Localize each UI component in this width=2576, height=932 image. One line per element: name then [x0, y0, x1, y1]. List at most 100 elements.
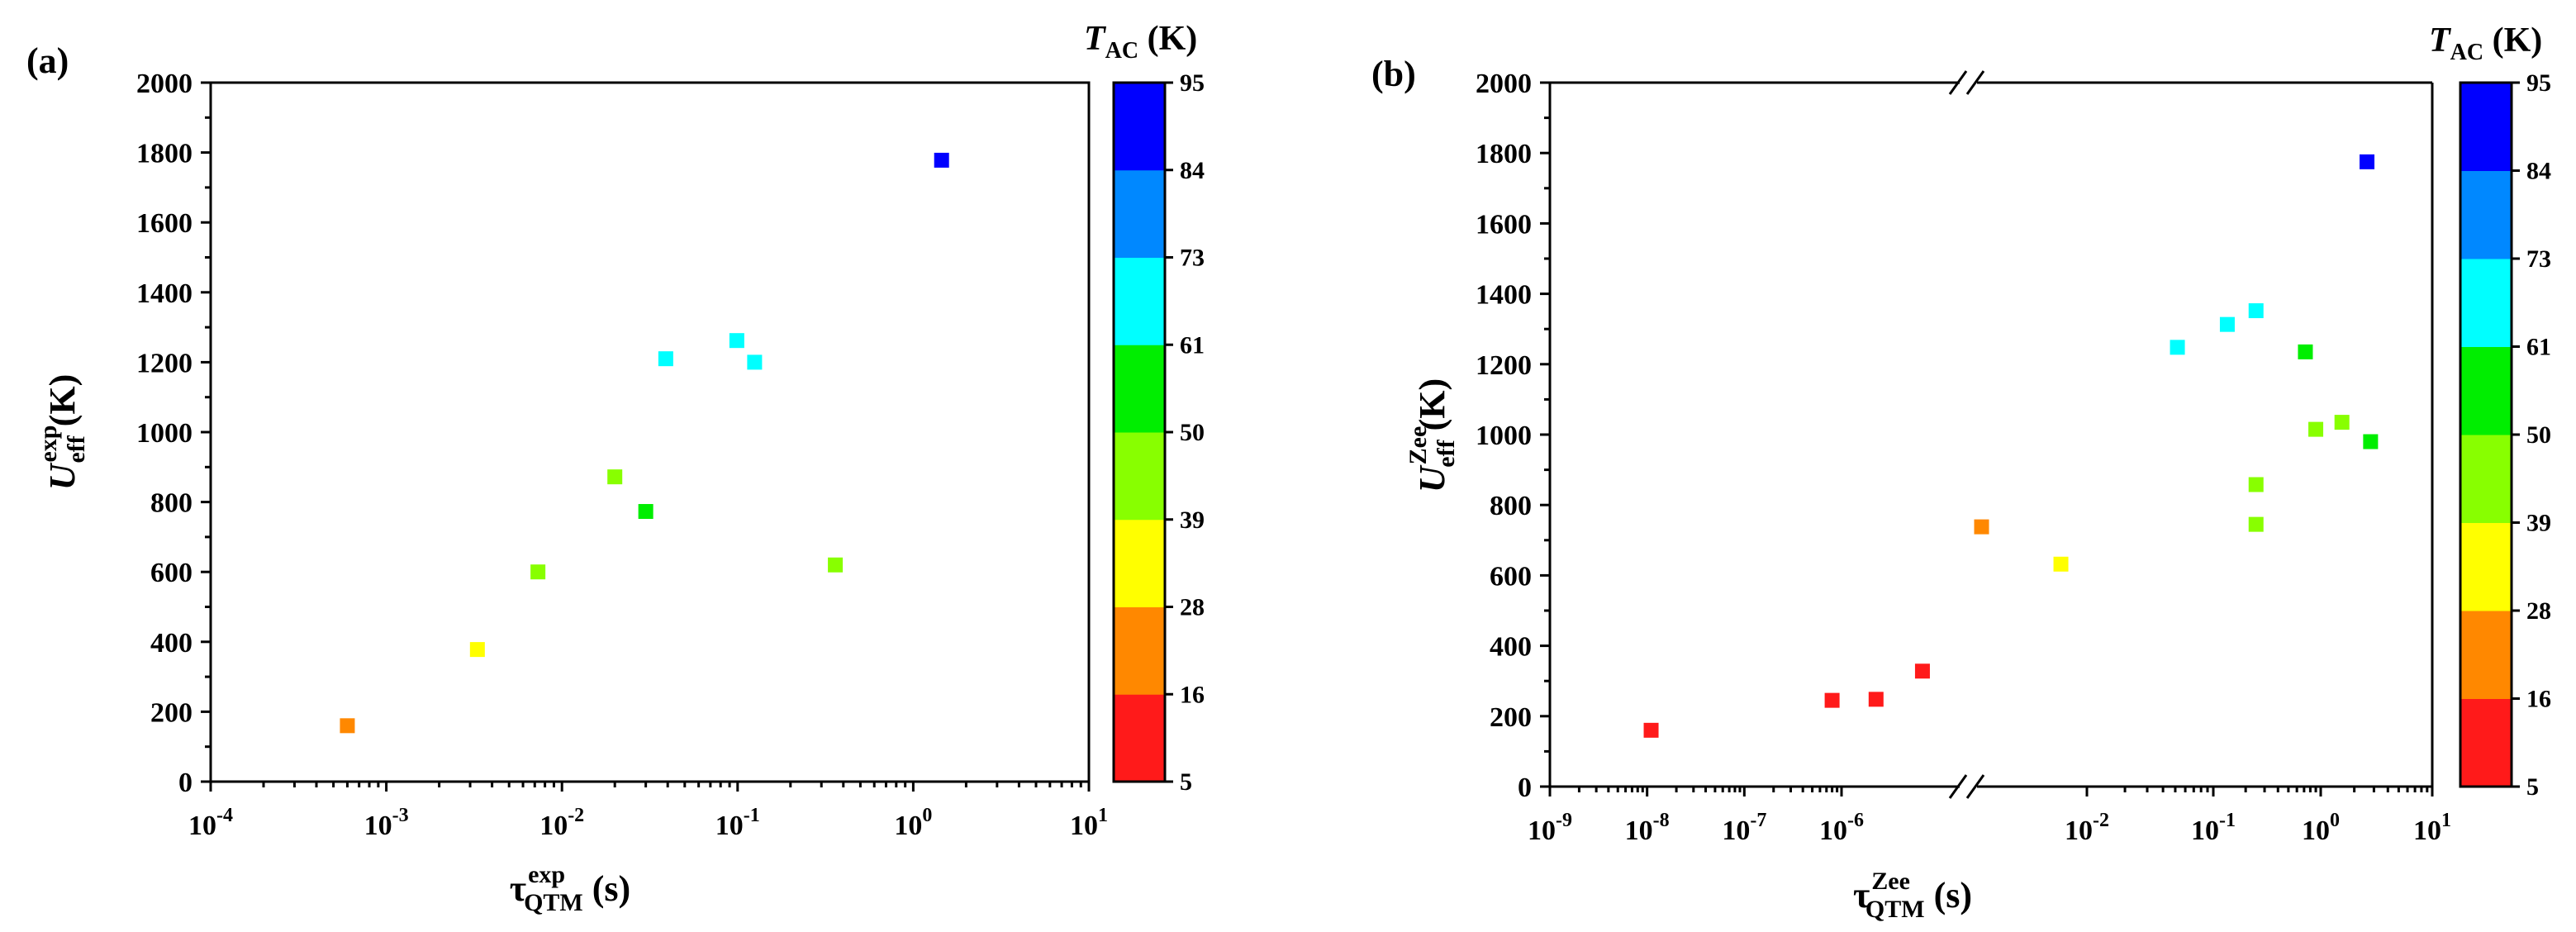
- data-point: [1914, 663, 1930, 679]
- data-point: [530, 564, 546, 580]
- data-point: [469, 642, 485, 658]
- data-point: [1824, 692, 1840, 708]
- colorbar-segment: [1114, 83, 1165, 171]
- x-tick-label: 10-4: [188, 805, 233, 841]
- axis-break-mark: [1948, 774, 1968, 799]
- data-point: [828, 557, 844, 573]
- colorbar-tick-label: 16: [1180, 681, 1205, 708]
- x-tick-label: 10-2: [539, 805, 584, 841]
- colorbar-title: TAC (K): [2429, 21, 2542, 65]
- colorbar-segment: [2460, 522, 2512, 611]
- x-axis-title: τexp QTM (s): [510, 861, 630, 916]
- colorbar-tick-label: 95: [1180, 69, 1205, 97]
- colorbar-segment: [1114, 345, 1165, 433]
- colorbar-tick-label: 50: [2526, 421, 2551, 449]
- data-point: [2298, 344, 2313, 359]
- y-tick-label: 200: [150, 697, 192, 728]
- x-axis-title: τZee QTM (s): [1853, 868, 1972, 923]
- colorbar-segment: [1114, 257, 1165, 345]
- x-tick-label: 10-7: [1722, 810, 1766, 846]
- y-tick-label: 1000: [1476, 421, 1532, 451]
- colorbar-segment: [2460, 170, 2512, 259]
- y-tick-label: 1600: [1476, 209, 1532, 240]
- axis-break-mark: [1965, 774, 1985, 799]
- colorbar-tick-label: 5: [2526, 773, 2539, 801]
- x-tick-label: 101: [2413, 810, 2451, 846]
- data-point: [2308, 421, 2324, 437]
- y-tick-label: 800: [150, 488, 192, 519]
- x-tick-label: 10-1: [2191, 810, 2236, 846]
- colorbar-tick-label: 84: [2526, 158, 2551, 185]
- data-point: [729, 333, 744, 349]
- y-tick-label: 200: [1490, 702, 1532, 733]
- colorbar-tick-label: 39: [2526, 510, 2551, 537]
- x-tick-label: 10-2: [2065, 810, 2109, 846]
- y-tick-label: 1800: [1476, 139, 1532, 169]
- plot-frame: [209, 81, 1091, 783]
- data-point: [1643, 722, 1659, 738]
- x-tick-label: 100: [894, 805, 932, 841]
- panel-label: (b): [1371, 54, 1416, 94]
- colorbar-segment: [2460, 611, 2512, 699]
- colorbar-tick-label: 50: [1180, 419, 1205, 446]
- data-point: [2053, 556, 2069, 572]
- data-point: [340, 718, 355, 734]
- x-tick-label: 10-6: [1819, 810, 1864, 846]
- data-point: [2219, 316, 2235, 332]
- y-tick-label: 2000: [1476, 69, 1532, 99]
- y-tick-label: 400: [1490, 632, 1532, 663]
- y-tick-label: 1000: [136, 418, 192, 449]
- colorbar-segment: [2460, 435, 2512, 523]
- colorbar-tick-label: 73: [1180, 245, 1205, 272]
- data-point: [747, 354, 763, 370]
- data-point: [2363, 434, 2379, 449]
- data-point: [658, 351, 673, 367]
- data-point: [1974, 519, 1989, 535]
- axis-break-mark: [1948, 70, 1968, 95]
- data-point: [2334, 415, 2350, 430]
- y-axis-title: Uexpeff (K): [35, 374, 90, 491]
- y-tick-label: 1200: [136, 348, 192, 378]
- colorbar-segment: [1114, 169, 1165, 258]
- panel-a: (a) 0 200 400 600 800 1000 1200 1400 1600 1800 2000…: [26, 20, 1205, 916]
- data-point: [2248, 303, 2264, 319]
- data-point: [2170, 340, 2185, 355]
- colorbar-segment: [1114, 432, 1165, 521]
- data-point: [2360, 154, 2375, 169]
- colorbar-tick-label: 28: [1180, 594, 1205, 621]
- y-tick-label: 1400: [1476, 280, 1532, 311]
- colorbar-tick-label: 84: [1180, 157, 1205, 184]
- y-tick-label: 600: [150, 558, 192, 588]
- data-point: [1868, 692, 1884, 707]
- y-tick-label: 1400: [136, 278, 192, 309]
- y-tick-label: 800: [1490, 491, 1532, 521]
- colorbar-tick-label: 28: [2526, 597, 2551, 625]
- colorbar-segment: [2460, 346, 2512, 435]
- colorbar-tick-label: 16: [2526, 686, 2551, 713]
- colorbar-title: TAC (K): [1084, 20, 1197, 64]
- colorbar-segment: [2460, 259, 2512, 347]
- colorbar-segment: [2460, 698, 2512, 787]
- data-point: [607, 469, 623, 485]
- data-point: [2248, 516, 2264, 532]
- colorbar-tick-label: 95: [2526, 69, 2551, 97]
- x-tick-label: 10-3: [364, 805, 409, 841]
- colorbar-segment: [1114, 694, 1165, 782]
- y-tick-label: 1600: [136, 208, 192, 239]
- y-tick-label: 0: [178, 768, 192, 798]
- y-tick-label: 600: [1490, 561, 1532, 592]
- axis-break-mark: [1965, 70, 1985, 95]
- panel-b: (b) 0 200 400 600 800 1000 1200 1400 1600 1800 2000…: [1371, 21, 2551, 923]
- colorbar-tick-label: 61: [2526, 334, 2551, 361]
- y-tick-label: 0: [1518, 773, 1532, 803]
- colorbar-segment: [2460, 83, 2512, 171]
- colorbar-tick-label: 5: [1180, 768, 1192, 796]
- data-point: [934, 152, 949, 168]
- data-point: [2248, 477, 2264, 492]
- colorbar-tick-label: 73: [2526, 245, 2551, 273]
- y-tick-label: 1200: [1476, 350, 1532, 381]
- x-tick-label: 10-9: [1528, 810, 1572, 846]
- x-tick-label: 100: [2302, 810, 2340, 846]
- colorbar-tick-label: 39: [1180, 506, 1205, 534]
